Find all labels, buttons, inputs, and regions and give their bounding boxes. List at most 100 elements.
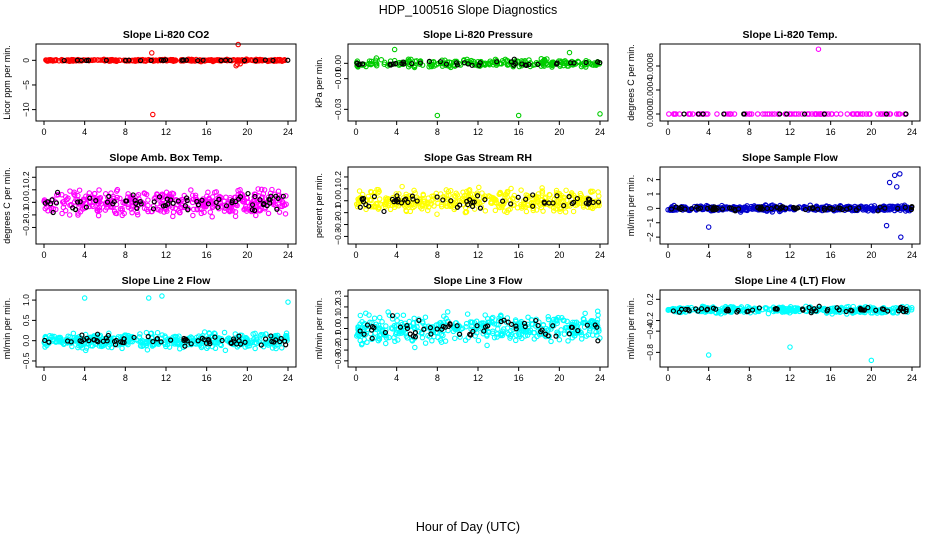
x-tick-label: 4 [706,127,711,137]
data-point [229,208,236,214]
y-tick-label: 0.0 [333,195,343,207]
data-point [548,338,554,345]
data-point [412,344,418,351]
data-point [494,334,500,340]
daily-mean-point [366,203,372,209]
y-axis-label: ml/min per min. [314,298,324,360]
data-point [771,111,778,117]
data-point [787,305,793,312]
data-point [82,347,89,354]
daily-mean-point [681,111,687,117]
daily-mean-point [791,205,797,211]
data-point [525,314,531,321]
daily-mean-point [158,57,164,63]
data-point [162,341,168,348]
data-point [214,340,221,346]
data-point [426,204,432,210]
data-point [128,335,134,341]
data-point [76,187,83,193]
data-point [94,341,101,347]
daily-mean-point [270,57,276,63]
daily-mean-point [156,194,163,200]
daily-mean-point [523,62,529,69]
daily-mean-point [397,324,404,330]
data-point [579,62,586,68]
x-tick-label: 12 [473,250,483,260]
daily-mean-point [235,196,242,202]
data-point [862,206,869,213]
daily-mean-point [584,322,590,328]
daily-mean-point [535,322,541,329]
y-tick-label: −0.2 [333,216,343,233]
daily-mean-point [695,111,702,117]
daily-mean-point [421,326,427,332]
daily-mean-point [132,197,138,204]
daily-mean-point [236,333,242,339]
daily-mean-point [182,203,188,209]
daily-mean-point [574,195,580,202]
daily-mean-point [569,324,575,331]
data-point [500,328,506,335]
daily-mean-point [390,61,396,67]
daily-mean-point [401,197,408,203]
data-point [375,187,382,193]
daily-mean-point [53,200,60,206]
data-point [442,338,449,344]
daily-mean-point [689,206,695,212]
daily-mean-point [42,200,48,206]
data-point [583,333,590,339]
daily-mean-point [381,208,387,215]
x-tick-label: 12 [161,373,171,383]
data-point [466,187,473,193]
data-point [893,111,900,117]
data-point [823,111,829,117]
data-point [89,343,96,349]
daily-mean-point [227,57,233,64]
daily-mean-point [816,303,822,309]
x-tick-label: 16 [514,127,524,137]
x-tick-label: 8 [747,127,752,137]
y-tick-label: −5 [21,80,31,90]
daily-mean-point [182,343,188,349]
daily-mean-point [903,111,909,117]
panel-title: Slope Sample Flow [742,152,839,164]
y-tick-label: −0.2 [21,219,31,236]
daily-mean-point [113,337,119,344]
data-point [792,308,799,315]
daily-mean-point [590,199,596,206]
daily-mean-point [592,322,598,328]
data-point [909,305,915,311]
data-point [510,202,516,208]
x-tick-label: 4 [706,373,711,383]
daily-mean-point [566,331,572,337]
data-point [251,336,257,342]
daily-mean-point [175,198,181,204]
data-point [145,57,151,63]
daily-mean-point [219,337,225,344]
data-point [829,111,835,117]
data-point [868,206,875,213]
data-point [395,60,402,66]
data-point [507,206,513,212]
x-tick-label: 20 [554,373,564,383]
daily-mean-point [694,204,700,210]
data-point [555,314,561,321]
daily-mean-point [137,58,144,64]
daily-mean-point [877,204,883,210]
data-point [546,198,553,204]
daily-mean-point [437,59,443,65]
data-point [56,58,62,64]
x-tick-label: 0 [665,250,670,260]
daily-mean-point [566,194,572,200]
data-point [489,315,495,322]
daily-mean-point [741,111,747,117]
data-point [258,186,265,193]
data-point [889,206,895,212]
daily-mean-point [806,304,812,311]
y-tick-label: 0.3 [333,290,343,302]
daily-mean-point [213,199,219,206]
x-tick-label: 8 [435,250,440,260]
data-point [235,187,241,194]
y-tick-label: −0.8 [645,344,655,361]
daily-mean-point [554,193,560,199]
